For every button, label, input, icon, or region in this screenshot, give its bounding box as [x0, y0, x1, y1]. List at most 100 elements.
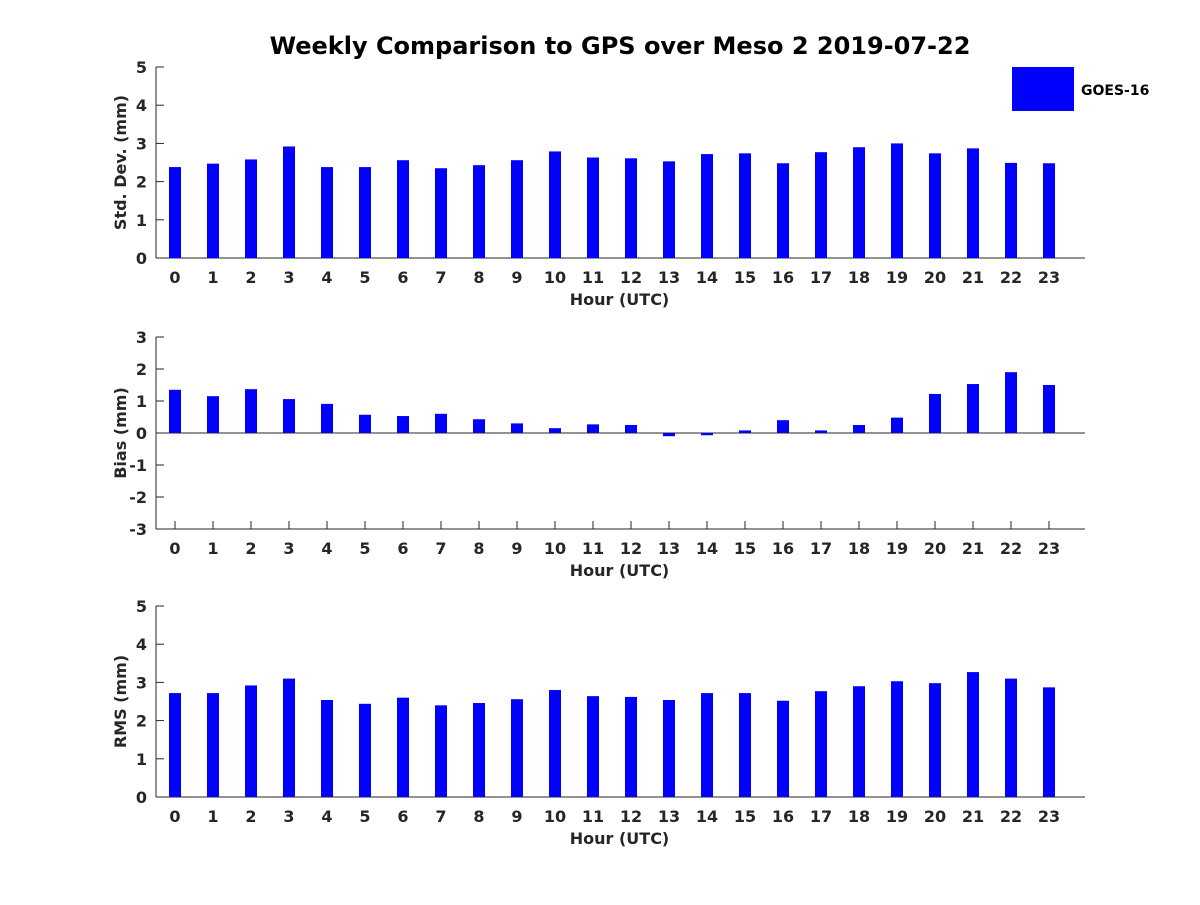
x-tick-label: 19: [886, 268, 908, 287]
y-tick-label: 1: [136, 392, 147, 411]
x-tick-label: 6: [397, 268, 408, 287]
x-tick-label: 23: [1038, 539, 1060, 558]
bar-hour-3: [283, 678, 295, 797]
bar-hour-22: [1005, 162, 1017, 258]
bar-hour-2: [245, 685, 257, 797]
bar-hour-9: [511, 160, 523, 258]
bar-hour-14: [701, 693, 713, 797]
x-tick-label: 5: [359, 807, 370, 826]
bar-hour-12: [625, 425, 637, 433]
bar-hour-5: [359, 414, 371, 433]
x-tick-label: 13: [658, 807, 680, 826]
x-tick-label: 7: [435, 268, 446, 287]
y-tick-label: 3: [136, 673, 147, 692]
bar-hour-15: [739, 153, 751, 258]
x-tick-label: 13: [658, 268, 680, 287]
bar-hour-7: [435, 705, 447, 797]
y-tick-label: -3: [129, 520, 147, 539]
bar-hour-7: [435, 168, 447, 258]
x-tick-label: 1: [207, 268, 218, 287]
x-tick-label: 6: [397, 807, 408, 826]
x-tick-label: 2: [245, 807, 256, 826]
legend-label: GOES-16: [1081, 83, 1149, 99]
y-tick-label: 1: [136, 750, 147, 769]
x-tick-label: 12: [620, 268, 642, 287]
chart-legend: GOES-16: [1012, 67, 1149, 111]
bar-hour-0: [169, 389, 181, 433]
x-tick-label: 10: [544, 807, 566, 826]
bar-hour-21: [967, 148, 979, 258]
x-tick-label: 14: [696, 268, 718, 287]
bar-hour-10: [549, 690, 561, 797]
bar-hour-1: [207, 396, 219, 433]
bar-hour-0: [169, 167, 181, 258]
x-tick-label: 1: [207, 539, 218, 558]
x-tick-label: 19: [886, 539, 908, 558]
x-axis-label: Hour (UTC): [570, 290, 670, 309]
bar-hour-23: [1043, 163, 1055, 258]
bar-hour-22: [1005, 372, 1017, 433]
y-tick-label: 4: [136, 635, 147, 654]
x-tick-label: 4: [321, 807, 332, 826]
bar-hour-8: [473, 419, 485, 433]
bar-hour-12: [625, 696, 637, 797]
bar-hour-14: [701, 154, 713, 258]
x-tick-label: 16: [772, 539, 794, 558]
bar-hour-18: [853, 686, 865, 797]
bar-hour-1: [207, 693, 219, 797]
y-tick-label: 0: [136, 788, 147, 807]
bar-hour-8: [473, 165, 485, 258]
x-tick-label: 0: [169, 268, 180, 287]
y-axis-label: Bias (mm): [111, 387, 130, 479]
x-tick-label: 21: [962, 539, 984, 558]
x-tick-label: 13: [658, 539, 680, 558]
bar-hour-2: [245, 389, 257, 433]
y-tick-label: 0: [136, 424, 147, 443]
x-tick-label: 18: [848, 268, 870, 287]
bar-hour-17: [815, 152, 827, 258]
bar-hour-21: [967, 672, 979, 797]
x-tick-label: 9: [511, 268, 522, 287]
x-tick-label: 22: [1000, 539, 1022, 558]
x-tick-label: 16: [772, 268, 794, 287]
x-tick-label: 8: [473, 539, 484, 558]
x-tick-label: 23: [1038, 807, 1060, 826]
x-tick-label: 12: [620, 539, 642, 558]
x-tick-label: 3: [283, 539, 294, 558]
bar-hour-23: [1043, 385, 1055, 433]
x-tick-label: 4: [321, 268, 332, 287]
y-tick-label: 4: [136, 96, 147, 115]
y-tick-label: 2: [136, 173, 147, 192]
x-tick-label: 15: [734, 268, 756, 287]
x-axis-label: Hour (UTC): [570, 829, 670, 848]
bar-hour-19: [891, 143, 903, 258]
x-tick-label: 17: [810, 807, 832, 826]
y-tick-label: 5: [136, 597, 147, 616]
x-tick-label: 17: [810, 539, 832, 558]
bar-hour-3: [283, 399, 295, 433]
x-tick-label: 8: [473, 807, 484, 826]
bar-hour-6: [397, 697, 409, 797]
x-tick-label: 2: [245, 268, 256, 287]
x-tick-label: 3: [283, 268, 294, 287]
x-tick-label: 22: [1000, 268, 1022, 287]
x-tick-label: 14: [696, 539, 718, 558]
bar-hour-0: [169, 693, 181, 797]
bar-hour-20: [929, 153, 941, 258]
bar-hour-16: [777, 420, 789, 433]
x-tick-label: 9: [511, 539, 522, 558]
bar-hour-5: [359, 703, 371, 797]
x-tick-label: 18: [848, 539, 870, 558]
legend-swatch: [1012, 67, 1074, 111]
x-tick-label: 11: [582, 539, 604, 558]
x-tick-label: 20: [924, 539, 946, 558]
x-tick-label: 15: [734, 539, 756, 558]
bar-hour-23: [1043, 687, 1055, 797]
x-tick-label: 7: [435, 807, 446, 826]
y-tick-label: 0: [136, 249, 147, 268]
bar-hour-15: [739, 693, 751, 797]
x-tick-label: 22: [1000, 807, 1022, 826]
